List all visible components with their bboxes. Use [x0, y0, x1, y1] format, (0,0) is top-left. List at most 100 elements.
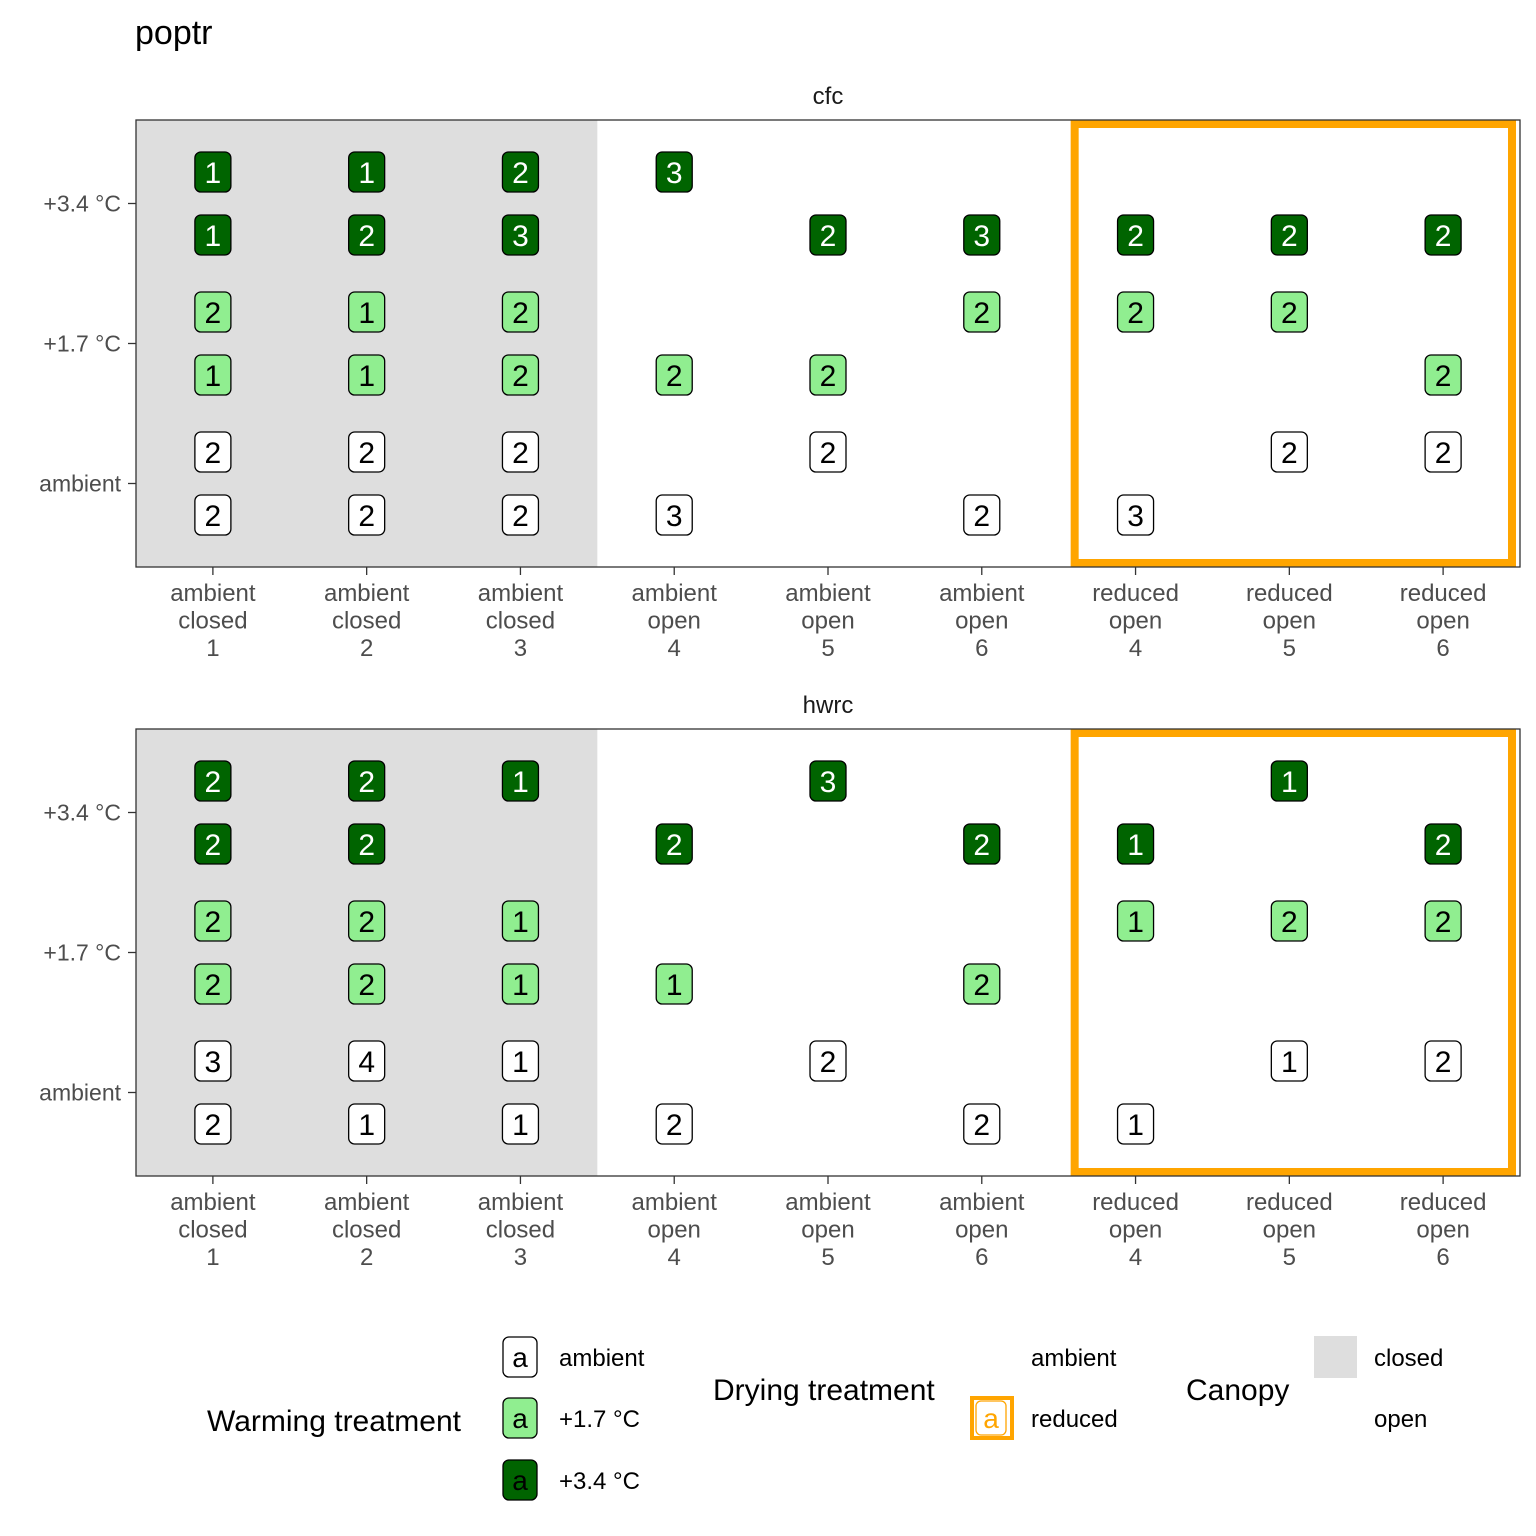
cell-count-label: 2 — [1435, 360, 1452, 393]
x-tick-label-line: 6 — [975, 1244, 988, 1271]
cell-count-label: 2 — [205, 1109, 222, 1142]
data-cell: 2 — [809, 431, 847, 473]
legend-drying-title: Drying treatment — [713, 1374, 935, 1407]
data-cell: 2 — [1424, 1040, 1462, 1082]
legend-warming-title: Warming treatment — [207, 1405, 462, 1438]
data-cell: 1 — [194, 151, 232, 193]
cell-count-label: 2 — [512, 360, 529, 393]
data-cell: 1 — [1270, 1040, 1308, 1082]
x-tick-label-line: reduced — [1246, 580, 1333, 607]
cell-count-label: 2 — [1435, 829, 1452, 862]
x-tick-label-line: open — [955, 1217, 1008, 1244]
data-cell: 1 — [348, 151, 386, 193]
cell-count-label: 2 — [1435, 1046, 1452, 1079]
cell-label-box — [1424, 1040, 1462, 1082]
canopy-closed-region — [136, 729, 598, 1176]
x-tick-label-line: 2 — [360, 1244, 373, 1271]
cell-count-label: 2 — [973, 297, 990, 330]
cell-count-label: 2 — [1281, 220, 1298, 253]
data-cell: 2 — [194, 494, 232, 536]
x-tick-label: reduced open 5 — [1246, 1189, 1333, 1271]
data-cell: 2 — [1424, 431, 1462, 473]
cell-count-label: 1 — [1281, 1046, 1298, 1079]
x-tick-label: ambient closed 1 — [170, 1189, 256, 1271]
cell-label-box — [501, 494, 540, 536]
x-tick-label-line: 5 — [821, 635, 834, 662]
cell-count-label: 3 — [205, 1046, 222, 1079]
data-cell: 3 — [963, 214, 1001, 256]
data-cell: 2 — [194, 963, 232, 1005]
legend-key-outline — [970, 1396, 1014, 1440]
cell-count-label: 3 — [512, 220, 529, 253]
cell-count-label: 2 — [820, 360, 837, 393]
legend-warming-entry: +1.7 °C — [559, 1406, 640, 1433]
cell-label-box — [1116, 494, 1155, 536]
data-cell: 2 — [194, 1103, 232, 1145]
cell-label-box — [194, 823, 232, 865]
cell-count-label: 2 — [973, 829, 990, 862]
cell-label-box — [194, 900, 232, 942]
cell-count-label: 2 — [1281, 297, 1298, 330]
cell-count-label: 2 — [1281, 906, 1298, 939]
cell-count-label: 2 — [358, 220, 375, 253]
data-cell: 3 — [809, 760, 847, 802]
data-cell: 2 — [1424, 900, 1462, 942]
data-cell: 2 — [194, 900, 232, 942]
x-tick-label: ambient open 5 — [785, 1189, 871, 1271]
x-tick-label-line: ambient — [785, 1189, 871, 1216]
cell-count-label: 1 — [1127, 829, 1144, 862]
data-cell: 2 — [963, 1103, 1001, 1145]
x-tick-label-line: closed — [178, 608, 247, 635]
data-cell: 3 — [194, 1040, 232, 1082]
cell-count-label: 2 — [1127, 297, 1144, 330]
cell-count-label: 1 — [358, 297, 375, 330]
data-cell: 2 — [963, 823, 1001, 865]
cell-count-label: 2 — [205, 437, 222, 470]
cell-count-label: 1 — [1127, 906, 1144, 939]
x-tick-label-line: 5 — [821, 1244, 834, 1271]
x-tick-label-line: 3 — [514, 1244, 527, 1271]
cell-label-box — [809, 214, 847, 256]
y-tick-label: +3.4 °C — [43, 191, 121, 217]
cell-label-box — [1270, 760, 1308, 802]
x-tick-label-line: open — [1263, 1217, 1316, 1244]
cell-label-box — [194, 1040, 232, 1082]
x-tick-label-line: reduced — [1400, 580, 1487, 607]
cell-label-box — [1116, 291, 1155, 333]
y-tick-label: ambient — [39, 471, 121, 497]
cell-count-label: 2 — [205, 766, 222, 799]
data-cell: 1 — [501, 1103, 540, 1145]
data-cell: 3 — [501, 214, 540, 256]
data-cell: 2 — [1270, 291, 1308, 333]
cell-label-box — [194, 354, 232, 396]
legend-warming-key: a — [502, 1336, 538, 1378]
data-cell: 2 — [348, 760, 386, 802]
x-tick-label-line: closed — [486, 1217, 555, 1244]
x-tick-label-line: ambient — [324, 1189, 410, 1216]
legend-key-glyph: a — [512, 1403, 528, 1434]
drying-reduced-outline — [1070, 729, 1516, 1176]
cell-label-box — [348, 760, 386, 802]
data-cell: 1 — [194, 354, 232, 396]
cell-label-box — [348, 494, 386, 536]
cell-label-box — [1270, 291, 1308, 333]
x-tick-label-line: reduced — [1092, 580, 1179, 607]
cell-label-box — [1116, 900, 1155, 942]
cell-count-label: 1 — [512, 1046, 529, 1079]
legend-key-glyph: a — [512, 1342, 528, 1373]
cell-count-label: 1 — [358, 360, 375, 393]
cell-label-box — [348, 151, 386, 193]
cell-label-box — [809, 354, 847, 396]
data-cell: 2 — [1424, 354, 1462, 396]
data-cell: 2 — [809, 1040, 847, 1082]
x-tick-label-line: 3 — [514, 635, 527, 662]
data-cell: 2 — [501, 354, 540, 396]
cell-label-box — [963, 823, 1001, 865]
cell-label-box — [501, 900, 540, 942]
cell-label-box — [348, 1103, 386, 1145]
cell-label-box — [194, 431, 232, 473]
cell-label-box — [1424, 823, 1462, 865]
cell-count-label: 2 — [666, 1109, 683, 1142]
legend-canopy-entry: closed — [1374, 1345, 1443, 1372]
data-cell: 1 — [501, 760, 540, 802]
